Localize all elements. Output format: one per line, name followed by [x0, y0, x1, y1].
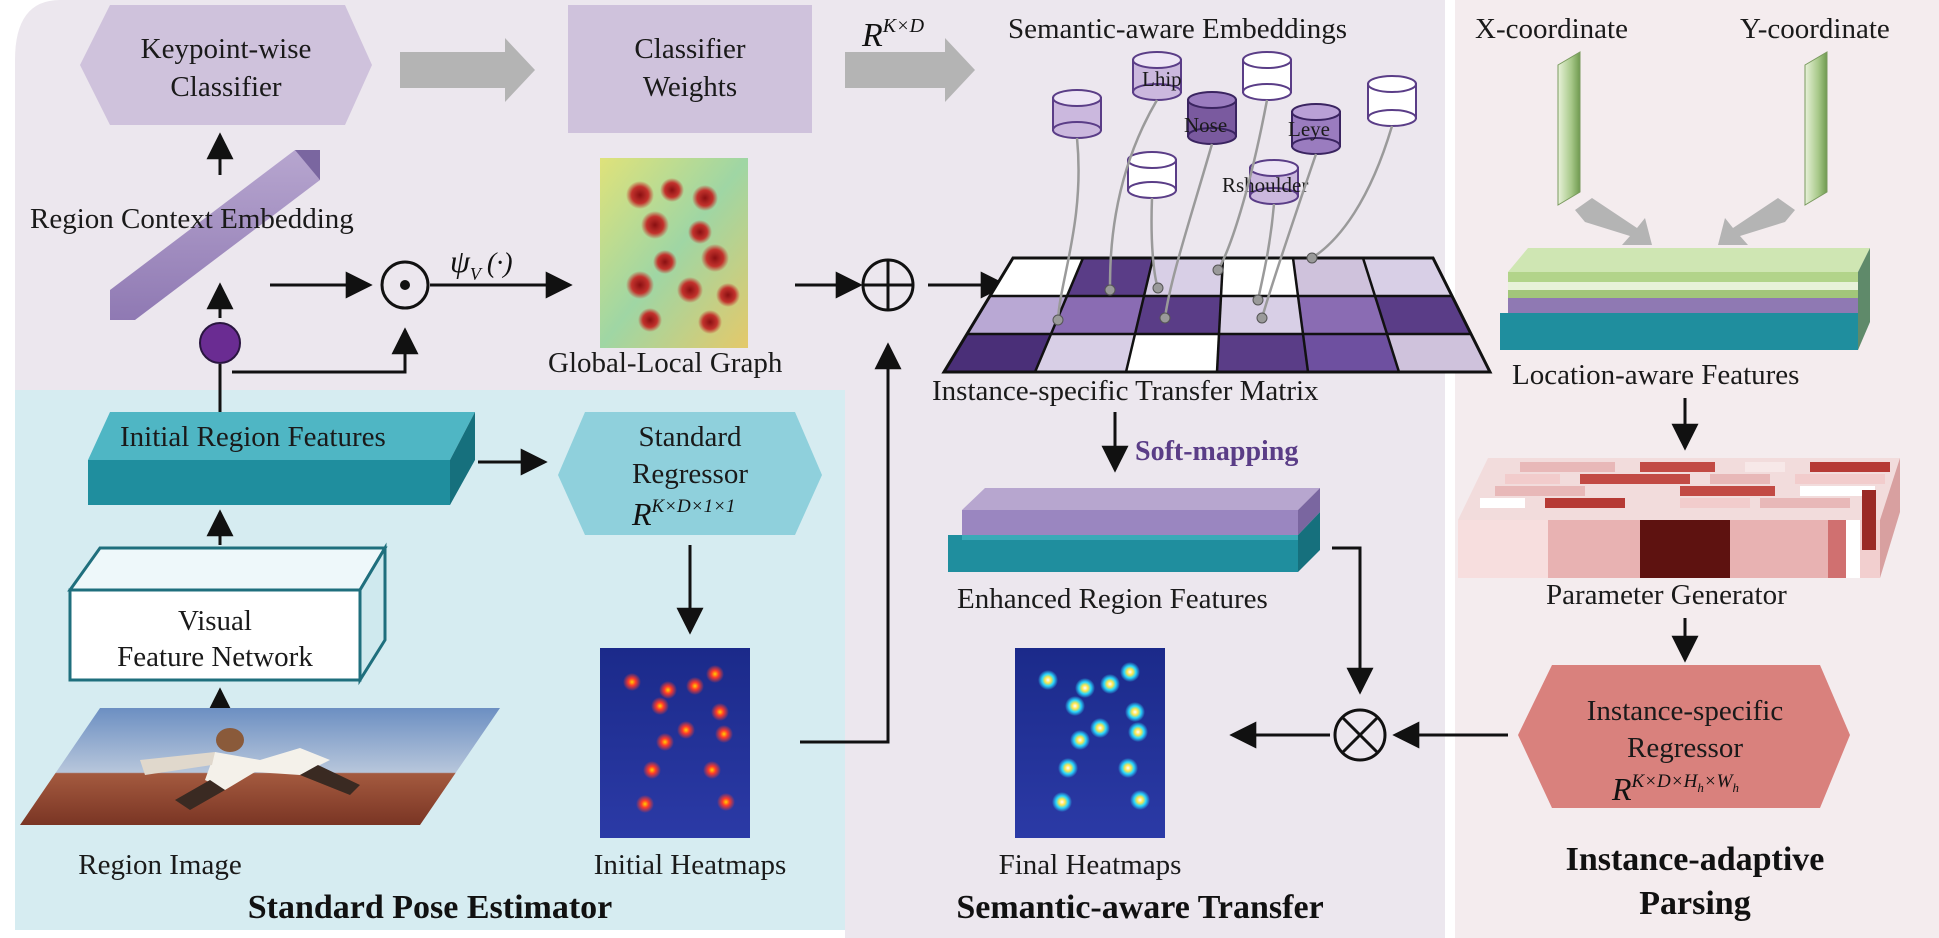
keypoint-label-rshoulder: Rshoulder	[1222, 173, 1308, 197]
region-context-embedding-bar	[110, 150, 320, 320]
enhanced-features-purple-side	[1298, 488, 1320, 535]
keypoint-classifier-label-2: Classifier	[170, 71, 281, 103]
instance-regressor-label-1: Instance-specific	[1587, 695, 1783, 727]
visual-network-front	[68, 588, 362, 682]
instance-adaptive-title-1: Instance-adaptive	[1566, 841, 1825, 878]
standard-regressor-box	[558, 412, 822, 535]
global-local-graph-blobs	[626, 178, 740, 334]
enhanced-features-teal-top	[962, 535, 1298, 540]
arrow-heatmaps-to-oplus	[800, 342, 902, 744]
embedding-cylinder-rshoulder	[1249, 159, 1299, 205]
location-features-green-top	[1508, 248, 1870, 272]
global-local-graph-label: Global-Local Graph	[548, 347, 783, 379]
arrow-features-to-otimes	[1332, 546, 1374, 695]
x-coordinate-label: X-coordinate	[1475, 13, 1628, 45]
region-image-figure	[140, 728, 360, 810]
region-context-embedding-label: Region Context Embedding	[30, 203, 354, 235]
region-image-label: Region Image	[78, 849, 241, 881]
gray-arrow-classifier-to-weights	[400, 38, 535, 102]
standard-regressor-label-1: Standard	[638, 421, 742, 453]
embedding-cylinder-top	[1242, 51, 1292, 101]
keypoint-label-nose: Nose	[1184, 113, 1227, 137]
x-coordinate-bar	[1557, 51, 1581, 206]
embedding-cylinder-mid	[1127, 151, 1177, 199]
semantic-embeddings-label: Semantic-aware Embeddings	[1008, 13, 1347, 45]
location-features-green-layer-2	[1508, 282, 1858, 290]
standard-regressor-label-2: Regressor	[632, 458, 748, 490]
final-heatmaps-label: Final Heatmaps	[999, 849, 1182, 881]
embedding-cylinder	[1052, 89, 1102, 139]
classifier-weights-box	[568, 5, 812, 133]
region-context-embedding-side	[295, 150, 320, 180]
transfer-matrix-label: Instance-specific Transfer Matrix	[932, 375, 1319, 407]
initial-region-features-label: Initial Region Features	[120, 421, 386, 453]
standard-pose-estimator-title: Standard Pose Estimator	[248, 889, 613, 926]
classifier-weights-label-2: Weights	[643, 71, 737, 103]
math-psi: ψV (·)	[450, 243, 513, 284]
otimes-operator-icon	[1333, 708, 1387, 762]
keypoint-label-leye: Leye	[1288, 117, 1330, 141]
enhanced-features-top	[962, 488, 1320, 510]
initial-heatmaps-label: Initial Heatmaps	[594, 849, 786, 881]
initial-heatmaps-dots	[623, 665, 735, 813]
visual-network-label-2: Feature Network	[117, 641, 313, 673]
initial-features-top	[88, 412, 475, 460]
location-features-side	[1858, 248, 1870, 350]
odot-operator-icon	[380, 260, 430, 310]
location-features-purple-layer	[1508, 298, 1858, 313]
location-features-teal-layer	[1500, 313, 1858, 350]
math-r-kd: RK×D	[861, 15, 925, 54]
initial-features-front	[88, 460, 450, 505]
visual-network-top	[67, 546, 388, 592]
gray-arrow-x-to-features	[1575, 198, 1652, 245]
instance-regressor-label-2: Regressor	[1627, 732, 1743, 764]
odot-center	[400, 280, 410, 290]
location-features-green-layer-3	[1508, 290, 1858, 298]
semantic-aware-transfer-title: Semantic-aware Transfer	[956, 889, 1323, 926]
embedding-cylinder-nose	[1187, 91, 1237, 145]
location-aware-features-label: Location-aware Features	[1512, 359, 1799, 391]
location-features-green-layer-1	[1508, 272, 1858, 282]
math-r-kd11: RK×D×1×1	[631, 496, 735, 532]
enhanced-features-teal-front	[948, 535, 1298, 572]
enhanced-features-purple-front	[962, 510, 1298, 535]
math-r-kdhw: RK×D×Hh×Wh	[1611, 771, 1739, 807]
instance-regressor-box	[1518, 665, 1850, 808]
embedding-cylinders	[1052, 51, 1417, 205]
enhanced-region-features-label: Enhanced Region Features	[957, 583, 1268, 615]
transfer-matrix-grid	[941, 256, 1493, 374]
embedding-cylinder-lhip	[1132, 51, 1182, 101]
purple-node	[199, 322, 241, 364]
embedding-anchor-dots	[1052, 252, 1318, 326]
parameter-generator-block	[1458, 458, 1900, 578]
embedding-cylinder-right	[1367, 75, 1417, 127]
keypoint-classifier-label-1: Keypoint-wise	[141, 33, 312, 65]
keypoint-label-lhip: Lhip	[1142, 67, 1182, 91]
instance-adaptive-title-2: Parsing	[1639, 885, 1750, 922]
arrow-node-to-odot	[232, 327, 419, 374]
visual-network-label-1: Visual	[178, 605, 252, 637]
initial-features-side	[450, 412, 475, 505]
gray-arrow-weights-to-embeddings	[845, 38, 975, 102]
keypoint-wise-classifier-box	[80, 5, 372, 125]
final-heatmaps-dots	[1038, 662, 1150, 812]
parameter-generator-label: Parameter Generator	[1546, 579, 1787, 611]
y-coordinate-bar	[1804, 51, 1828, 206]
y-coordinate-label: Y-coordinate	[1740, 13, 1890, 45]
soft-mapping-label: Soft-mapping	[1135, 436, 1298, 467]
classifier-weights-label-1: Classifier	[634, 33, 745, 65]
otimes-d2	[1340, 715, 1380, 755]
enhanced-features-teal-side	[1298, 512, 1320, 572]
gray-arrow-y-to-features	[1718, 198, 1795, 245]
